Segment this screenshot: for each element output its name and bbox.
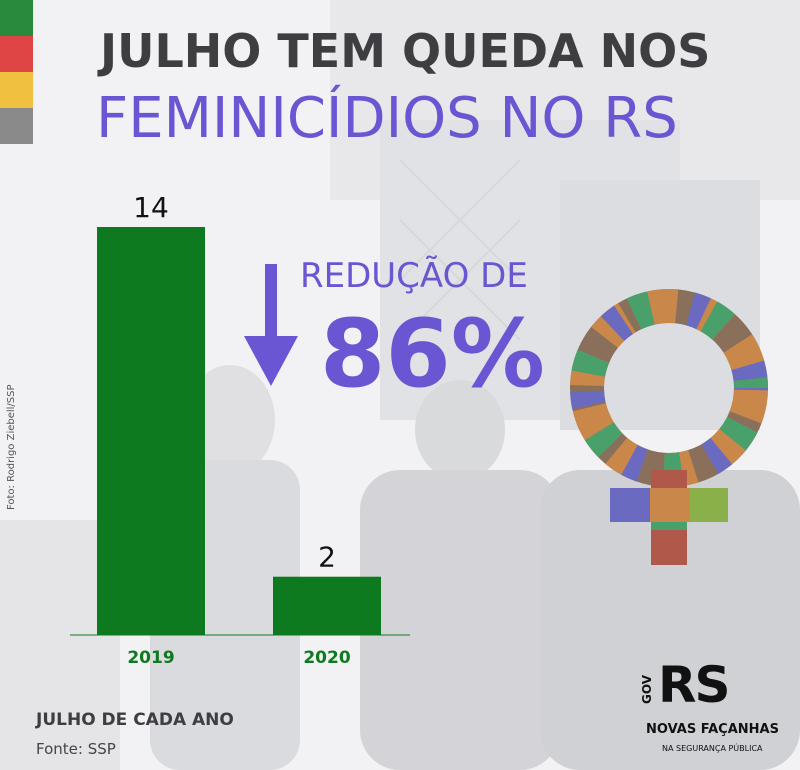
bar-2020 bbox=[273, 576, 381, 635]
logo-rs-text: RS bbox=[658, 656, 731, 714]
footer-title: JULHO DE CADA ANO bbox=[36, 710, 234, 730]
photo-credit: Foto: Rodrigo Ziebell/SSP bbox=[6, 384, 17, 510]
bar-2019 bbox=[97, 227, 205, 635]
stripe-yellow bbox=[0, 72, 33, 108]
stripe-red bbox=[0, 36, 33, 72]
logo-slogan: NOVAS FAÇANHAS bbox=[646, 722, 779, 737]
title-line-1: JULHO TEM QUEDA NOS bbox=[100, 24, 711, 78]
female-symbol-icon bbox=[570, 289, 768, 565]
stripe-gray bbox=[0, 108, 33, 144]
footer-source: Fonte: SSP bbox=[36, 740, 116, 758]
arrow-down-icon bbox=[244, 264, 298, 386]
reduction-value: 86% bbox=[320, 300, 545, 409]
reduction-label: REDUÇÃO DE bbox=[300, 256, 528, 296]
gov-rs-logo: GOV RS NOVAS FAÇANHAS NA SEGURANÇA PÚBLI… bbox=[640, 656, 790, 762]
stripe-green bbox=[0, 0, 33, 36]
category-label-2019: 2019 bbox=[127, 648, 174, 668]
value-label-2020: 2 bbox=[318, 541, 336, 574]
logo-subtitle: NA SEGURANÇA PÚBLICA bbox=[662, 744, 763, 753]
value-label-2019: 14 bbox=[133, 191, 169, 224]
category-label-2020: 2020 bbox=[303, 648, 350, 668]
logo-gov-text: GOV bbox=[640, 674, 654, 704]
side-color-stripes bbox=[0, 0, 33, 144]
bars-group: 14 2019 2 2020 bbox=[97, 191, 381, 668]
title-line-2: FEMINICÍDIOS NO RS bbox=[96, 86, 678, 151]
